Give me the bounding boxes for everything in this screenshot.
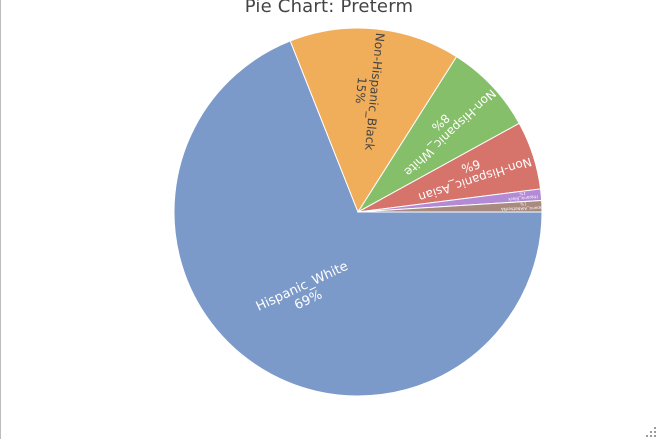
- slice-percent-label: 6%: [460, 157, 482, 176]
- pie-slice-hispanic-white[interactable]: [173, 40, 543, 397]
- pie-slice-non-hispanic-black[interactable]: [289, 27, 458, 214]
- chart-title: Pie Chart: Preterm: [244, 0, 414, 17]
- slice-name-label: Hispanic_AIANotherNA: [501, 205, 546, 211]
- window-left-border: [0, 0, 1, 439]
- slice-percent-label: 1%: [520, 202, 527, 207]
- pie-slices: [173, 27, 543, 397]
- pie-slice-non-hispanic-white[interactable]: [357, 55, 520, 213]
- pie-slice-hispanic-aianotherna[interactable]: [357, 199, 543, 213]
- slice-percent-label: 1%: [519, 191, 526, 197]
- slice-name-label: Hispanic_Black: [507, 194, 538, 202]
- resize-grip-icon[interactable]: [646, 427, 656, 437]
- slice-percent-label: 15%: [353, 76, 369, 104]
